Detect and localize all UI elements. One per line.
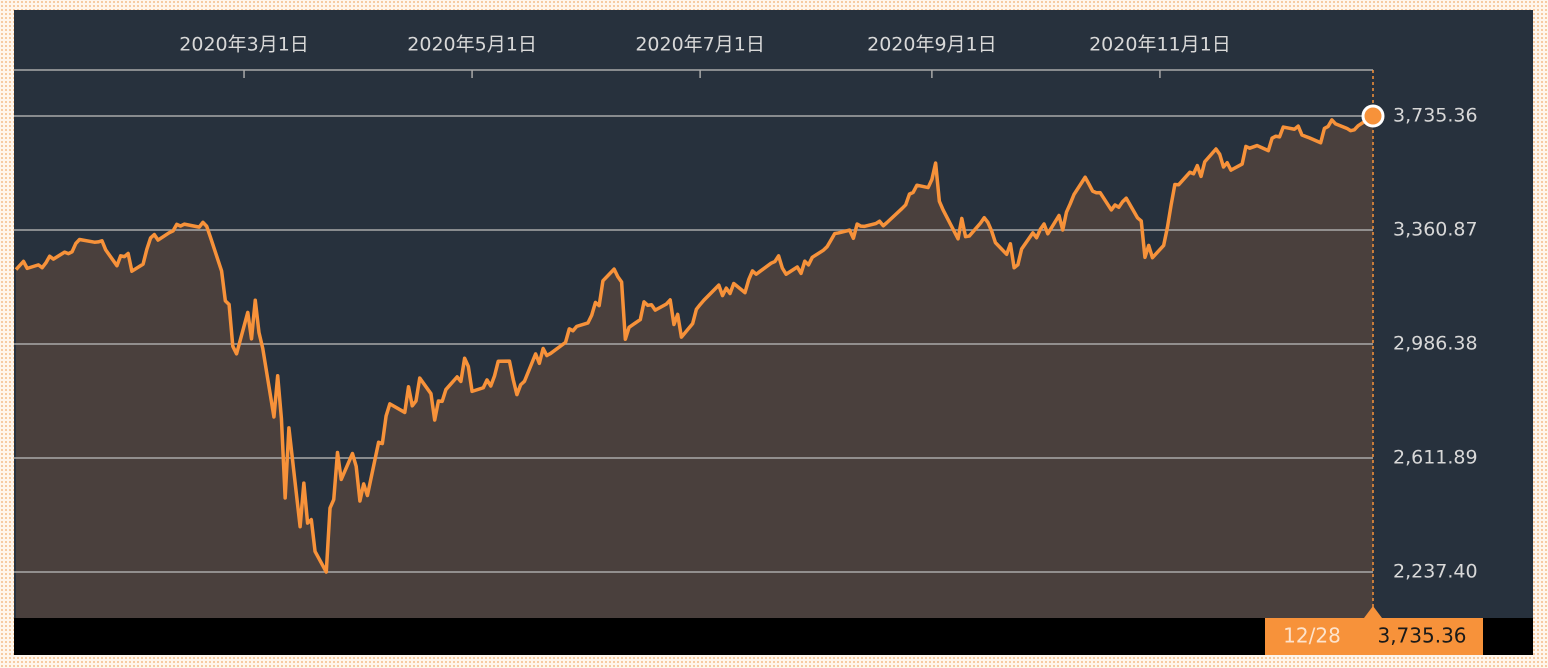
badge [1265,618,1483,655]
x-tick-label: 2020年9月1日 [867,34,997,56]
line [14,114,1374,574]
x-tick-label: 2020年5月1日 [407,34,537,56]
x-tick-label: 2020年11月1日 [1089,34,1231,56]
area [16,116,1373,618]
badge-pointer [1364,606,1382,618]
last-point [1361,104,1385,128]
x-tick-label: 2020年3月1日 [179,34,309,56]
y-tick-label: 3,360.87 [1393,219,1478,241]
badge-value: 3,735.36 [1377,624,1466,648]
y-tick-label: 2,611.89 [1393,447,1478,469]
y-tick-label: 2,986.38 [1393,333,1478,355]
x-tick-label: 2020年7月1日 [635,34,765,56]
y-tick-label: 2,237.40 [1393,561,1478,583]
badge-date: 12/28 [1283,624,1341,648]
y-tick-label: 3,735.36 [1393,105,1478,127]
